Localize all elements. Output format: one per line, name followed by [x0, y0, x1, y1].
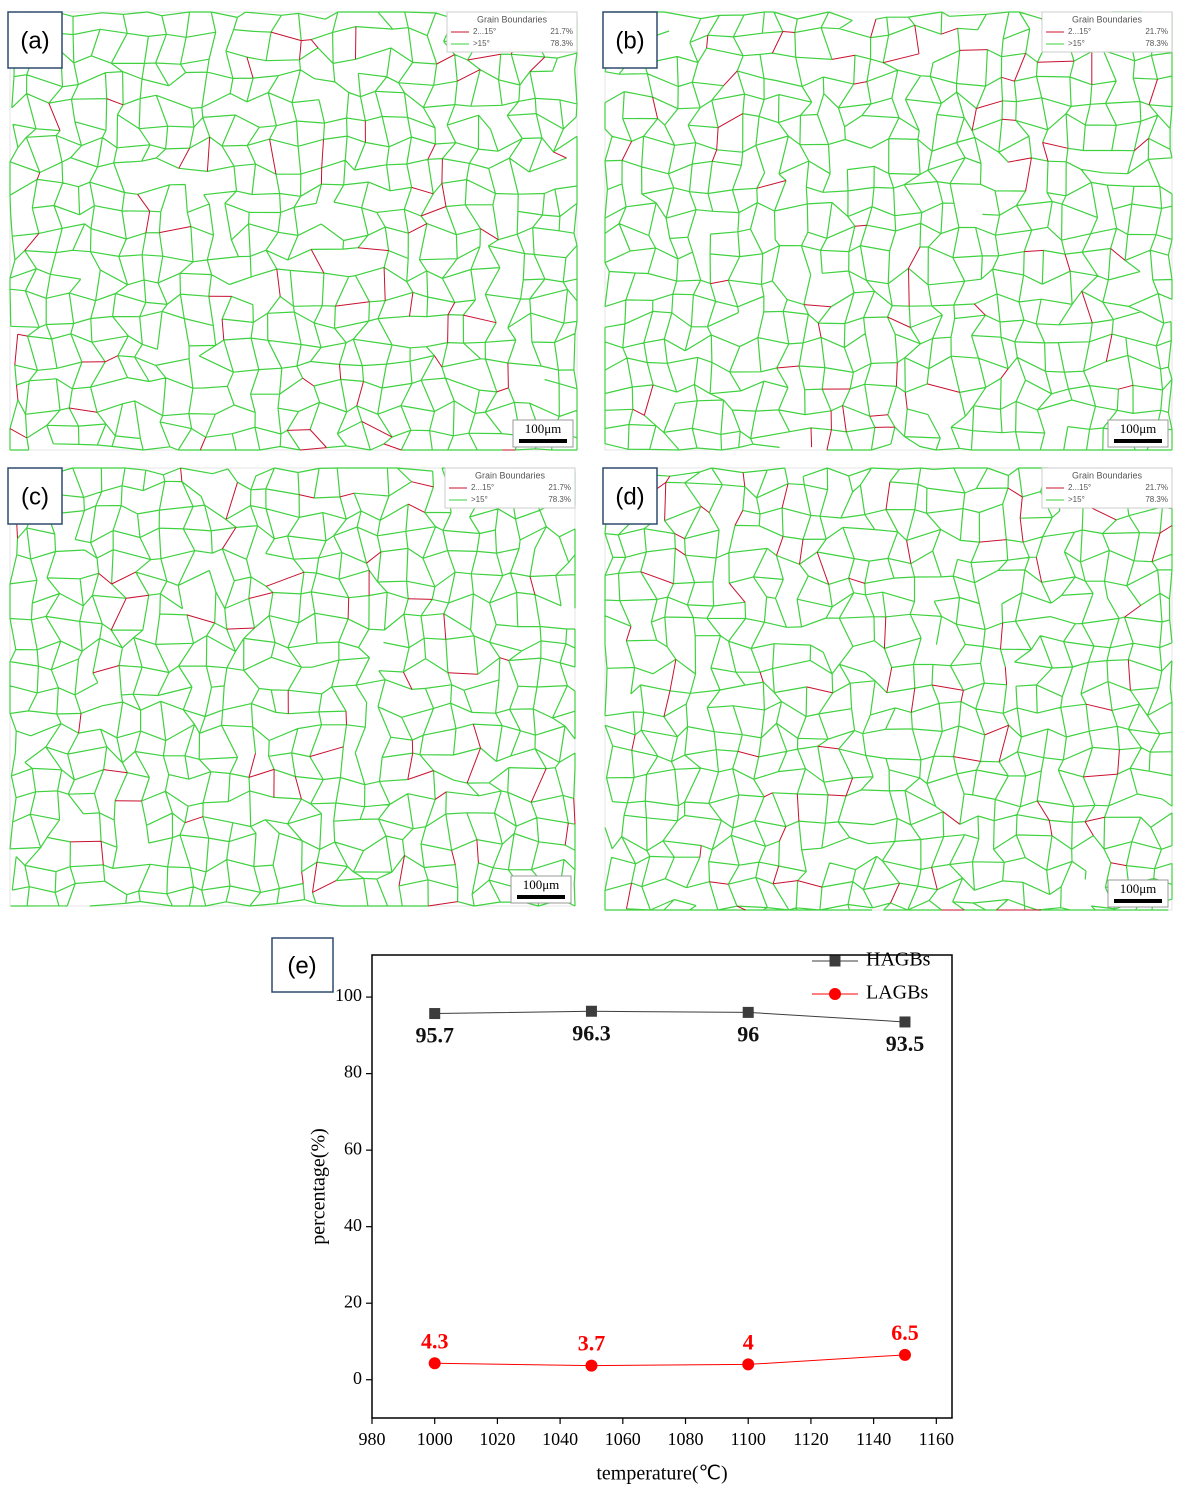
x-tick-label: 1000 [417, 1429, 453, 1449]
legend-label: >15° [1068, 495, 1085, 504]
data-label: 95.7 [415, 1023, 454, 1048]
panel-label-box [7, 467, 63, 525]
y-tick-label: 20 [344, 1291, 362, 1311]
series-line [434, 1354, 906, 1367]
panel: (c) Grain Boundaries 2...15° 21.7% >15° 78.3%… [7, 467, 576, 907]
data-label: 6.5 [891, 1320, 919, 1345]
scale-bar [519, 439, 567, 443]
legend-label: 2...15° [1068, 483, 1091, 492]
y-tick-label: 100 [335, 985, 362, 1005]
scale-bar [1114, 439, 1162, 443]
y-tick-label: 80 [344, 1062, 362, 1082]
panel-label: (c) [21, 483, 49, 510]
panel-label: (a) [20, 27, 49, 54]
x-tick-label: 1120 [793, 1429, 828, 1449]
legend-label: >15° [473, 39, 490, 48]
legend-value: 78.3% [548, 495, 571, 504]
x-tick-label: 1140 [856, 1429, 891, 1449]
legend-value: 21.7% [1145, 483, 1168, 492]
panel-label-box [7, 11, 63, 69]
legend-value: 78.3% [1145, 495, 1168, 504]
panel-label: (d) [615, 483, 644, 510]
panel-frame [604, 11, 1173, 451]
x-axis-label: temperature(℃) [596, 1463, 727, 1485]
y-tick-label: 40 [344, 1215, 362, 1235]
data-point [898, 1348, 911, 1361]
legend-label: >15° [471, 495, 488, 504]
data-point [585, 1005, 597, 1017]
scale-bar-label: 100μm [525, 421, 562, 436]
data-point [428, 1357, 441, 1370]
legend-marker [829, 955, 841, 967]
legend-value: 21.7% [548, 483, 571, 492]
legend-label: 2...15° [471, 483, 494, 492]
x-tick-label: 1080 [668, 1429, 704, 1449]
legend-value: 21.7% [550, 27, 573, 36]
scale-bar [1114, 899, 1162, 903]
x-tick-label: 1020 [479, 1429, 515, 1449]
scale-bar-label: 100μm [1120, 881, 1157, 896]
legend-label: >15° [1068, 39, 1085, 48]
data-point [585, 1359, 598, 1372]
grain-boundaries-low [607, 467, 1173, 911]
legend-label: LAGBs [866, 982, 928, 1004]
panel-label-box [602, 11, 658, 69]
y-tick-label: 60 [344, 1138, 362, 1158]
data-point [429, 1008, 441, 1020]
data-label: 96 [737, 1021, 759, 1046]
panel-frame [604, 467, 1173, 911]
data-label: 3.7 [578, 1331, 606, 1356]
legend-title: Grain Boundaries [477, 14, 548, 24]
panel-frame [9, 467, 576, 907]
panel-label: (e) [287, 952, 316, 979]
legend-marker [829, 988, 841, 1000]
legend-title: Grain Boundaries [475, 470, 546, 480]
data-label: 4 [743, 1329, 754, 1354]
data-point [899, 1016, 911, 1028]
data-point [742, 1006, 754, 1018]
panel: (b) Grain Boundaries 2...15° 21.7% >15° 78.3%… [602, 11, 1173, 451]
series-line [434, 1010, 906, 1023]
data-label: 4.3 [421, 1328, 449, 1353]
legend-label: 2...15° [473, 27, 496, 36]
x-tick-label: 980 [359, 1429, 386, 1449]
scale-bar [517, 895, 565, 899]
x-tick-label: 1100 [731, 1429, 766, 1449]
panel: (d) Grain Boundaries 2...15° 21.7% >15° 78.3%… [602, 467, 1173, 911]
legend-value: 78.3% [550, 39, 573, 48]
panel-label: (b) [615, 27, 644, 54]
data-label: 96.3 [572, 1020, 611, 1045]
panel: (a) Grain Boundaries 2...15° 21.7% >15° 78.3%… [7, 11, 578, 451]
y-tick-label: 0 [353, 1368, 362, 1388]
grain-boundaries-low [621, 17, 1158, 451]
x-tick-label: 1160 [919, 1429, 954, 1449]
scale-bar-label: 100μm [523, 877, 560, 892]
panel-label-box [271, 937, 334, 993]
legend-value: 78.3% [1145, 39, 1168, 48]
plot-frame [371, 954, 953, 1419]
legend-value: 21.7% [1145, 27, 1168, 36]
legend-label: HAGBs [866, 949, 931, 971]
x-tick-label: 1040 [542, 1429, 578, 1449]
legend-label: 2...15° [1068, 27, 1091, 36]
panel-label-box [602, 467, 658, 525]
legend-title: Grain Boundaries [1072, 14, 1143, 24]
legend-title: Grain Boundaries [1072, 470, 1143, 480]
x-tick-label: 1060 [605, 1429, 641, 1449]
scale-bar-label: 100μm [1120, 421, 1157, 436]
y-axis-label: percentage(%) [308, 1128, 330, 1245]
data-label: 93.5 [886, 1031, 925, 1056]
panel-frame [9, 11, 578, 451]
data-point [742, 1358, 755, 1371]
